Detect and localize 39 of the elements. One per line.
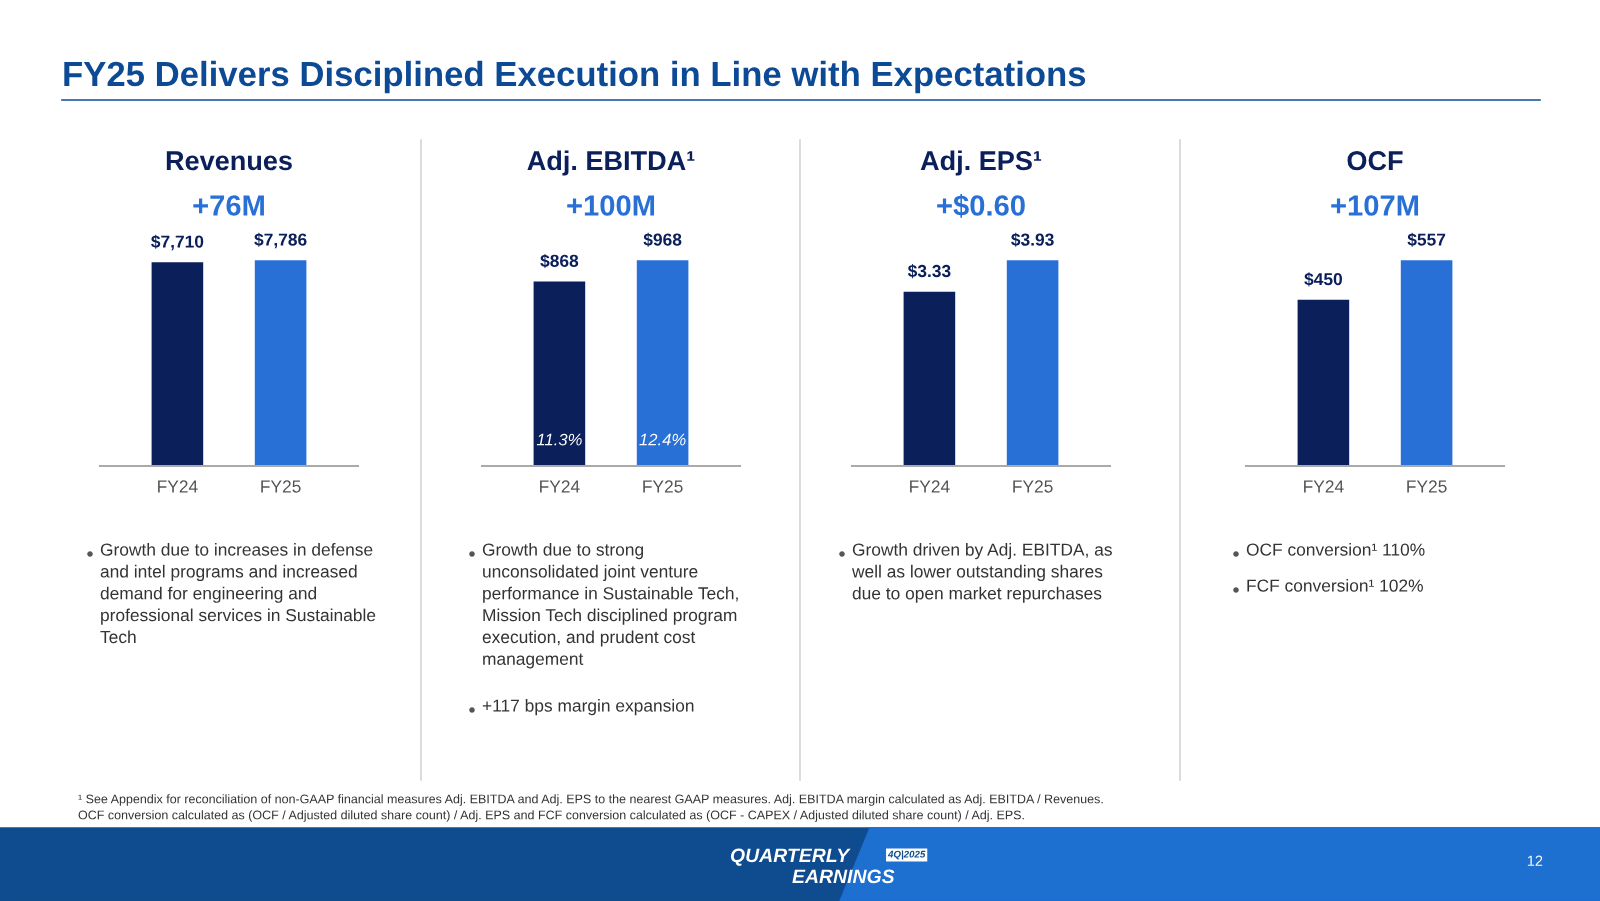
chart-title: Revenues: [166, 151, 292, 171]
text: +117 bps margin expansion: [482, 699, 694, 716]
text: Growth driven by Adj. EBITDA, as well as lower outstanding shares due to open market repurchases: [851, 543, 1112, 603]
data-label: $968: [643, 232, 682, 247]
data-label: $3.93: [1011, 232, 1054, 247]
text: QUARTERLY: [730, 848, 851, 866]
text: Growth due to increases in defense and intel programs and increased demand for engineering and professional services in Sustainable Tech: [100, 543, 376, 644]
data-label: $7,786: [254, 232, 307, 249]
x-tick-label: FY24: [540, 480, 580, 493]
text: Growth due to strong unconsolidated joint venture performance in Sustainable Tech, Mission Tech disciplined program execution, and prudent cost management: [482, 543, 738, 669]
x-tick-label: FY25: [1013, 480, 1053, 493]
data-label: $868: [540, 253, 579, 269]
data-label: $557: [1407, 232, 1446, 247]
x-tick-label: FY24: [910, 480, 950, 493]
x-tick-label: FY25: [261, 480, 301, 493]
chart-subtitle: +107M: [1331, 195, 1419, 216]
text: OCF conversion¹ 110%: [1246, 543, 1425, 556]
data-label: $450: [1304, 272, 1342, 287]
chart-subtitle: +$0.60: [937, 193, 1025, 218]
text: OCF conversion calculated as (OCF / Adjusted diluted share count) / Adj. EPS and FCF conversion calculated as (OCF - CAPEX / Adjusted diluted share count) / Adj. EPS.: [78, 810, 1024, 822]
data-label: $7,710: [151, 234, 204, 251]
x-tick-label: FY24: [1304, 480, 1344, 493]
annotation: 11.3%: [536, 433, 582, 446]
chart-title: Adj. EBITDA¹: [527, 150, 695, 176]
data-label: $3.33: [907, 264, 951, 279]
text: FY25 Delivers Disciplined Execution in Line with Expectations: [64, 60, 1086, 94]
chart-title: Adj. EPS¹: [920, 150, 1042, 176]
chart-subtitle: +76M: [193, 195, 264, 216]
x-tick-label: FY25: [1407, 480, 1447, 493]
text: FCF conversion¹ 102%: [1247, 579, 1423, 592]
x-tick-label: FY25: [643, 480, 683, 493]
x-tick-label: FY24: [158, 480, 198, 493]
text: 12: [1527, 855, 1543, 866]
text: EARNINGS: [792, 869, 895, 884]
chart-title: OCF: [1347, 151, 1403, 171]
annotation: 12.4%: [639, 433, 686, 446]
text: 4Q|2025: [887, 850, 926, 860]
text: ¹ See Appendix for reconciliation of non-GAAP financial measures Adj. EBITDA and Adj. EPS to the nearest GAAP measures. Adj. EBITDA margin calculated as Adj. EBITDA / Revenues.: [78, 794, 1103, 806]
chart-subtitle: +100M: [567, 195, 655, 216]
